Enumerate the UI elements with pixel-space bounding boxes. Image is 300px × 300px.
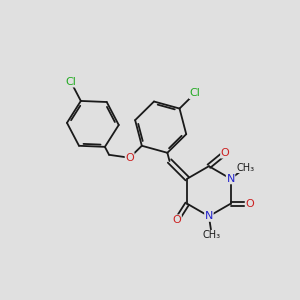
Text: O: O — [221, 148, 230, 158]
Text: CH₃: CH₃ — [203, 230, 221, 240]
Text: N: N — [205, 211, 213, 221]
Text: N: N — [226, 174, 235, 184]
Text: O: O — [245, 199, 254, 209]
Text: Cl: Cl — [65, 77, 76, 87]
Text: O: O — [125, 153, 134, 163]
Text: O: O — [172, 215, 181, 225]
Text: Cl: Cl — [189, 88, 200, 98]
Text: CH₃: CH₃ — [237, 163, 255, 172]
